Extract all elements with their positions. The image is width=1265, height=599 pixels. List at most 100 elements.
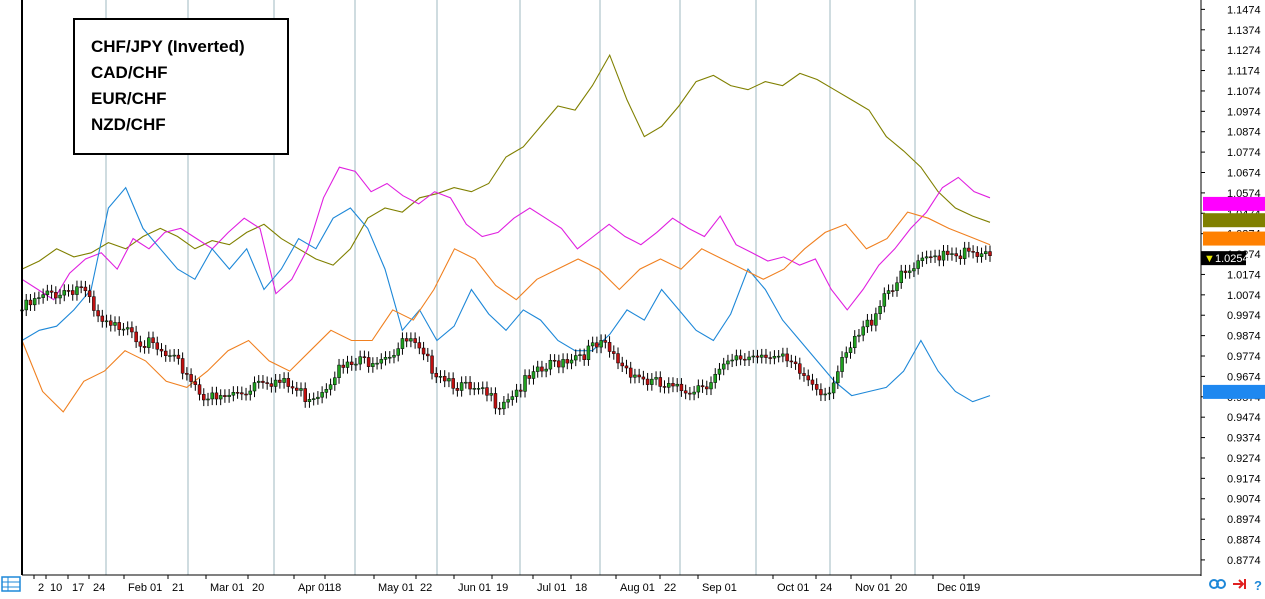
link-icon[interactable] — [1209, 579, 1226, 589]
candle-body-2 — [28, 299, 33, 306]
candle-body-138 — [603, 340, 608, 343]
candle-body-177 — [768, 357, 772, 359]
candle-body-181 — [785, 353, 789, 362]
candle-body-37 — [176, 354, 181, 359]
x-tick-label-8: Apr 01 — [298, 582, 330, 594]
candle-body-44 — [206, 398, 210, 401]
candle-body-63 — [286, 378, 291, 387]
tag-chf-jpy — [1203, 213, 1265, 228]
candle-body-48 — [223, 395, 227, 397]
candle-body-28 — [138, 341, 143, 347]
candle-body-195 — [844, 352, 849, 358]
x-tick-label-20: 24 — [820, 582, 832, 594]
candle-body-220 — [950, 253, 954, 255]
x-tick-label-6: Mar 01 — [210, 582, 244, 594]
candle-body-23 — [117, 322, 121, 330]
candle-body-126 — [552, 359, 557, 362]
candle-body-202 — [874, 313, 878, 326]
price-candles — [20, 241, 992, 415]
candle-body-78 — [349, 361, 354, 365]
candle-body-168 — [730, 359, 734, 362]
table-icon[interactable] — [1, 576, 21, 592]
candle-body-174 — [755, 355, 760, 358]
candle-body-179 — [776, 355, 781, 358]
candle-body-150 — [654, 377, 658, 380]
x-tick-label-19: Oct 01 — [777, 582, 809, 594]
candle-body-69 — [311, 398, 316, 400]
candle-body-188 — [814, 384, 819, 390]
y-tick-label-14: 1.0074 — [1227, 290, 1261, 302]
candle-body-136 — [595, 342, 599, 348]
candle-body-229 — [988, 251, 992, 256]
legend-entry-1: CAD/CHF — [91, 63, 168, 82]
candle-body-93 — [413, 338, 417, 343]
candle-body-112 — [493, 393, 498, 409]
candle-body-26 — [130, 327, 134, 333]
candle-body-111 — [489, 393, 493, 396]
candle-body-9 — [58, 294, 62, 299]
x-tick-label-3: 24 — [93, 582, 105, 594]
candle-body-137 — [599, 340, 603, 348]
candle-body-20 — [104, 320, 109, 323]
candle-body-65 — [295, 387, 299, 391]
candle-body-62 — [282, 378, 286, 383]
candle-body-60 — [273, 379, 278, 387]
candle-body-224 — [967, 247, 971, 252]
candle-body-96 — [426, 353, 430, 357]
candle-body-100 — [442, 376, 447, 382]
legend-entry-2: EUR/CHF — [91, 89, 167, 108]
candle-body-46 — [214, 392, 219, 400]
candle-body-196 — [848, 347, 853, 353]
candle-body-128 — [561, 359, 565, 368]
candle-body-170 — [738, 355, 743, 360]
candle-body-91 — [404, 338, 409, 342]
y-tick-label-27: 0.8774 — [1227, 555, 1261, 567]
candle-body-178 — [772, 356, 777, 359]
candle-body-185 — [802, 373, 806, 376]
y-tick-label-9: 1.0574 — [1227, 188, 1261, 200]
candle-body-61 — [278, 379, 282, 383]
candle-body-151 — [658, 377, 663, 387]
candle-body-15 — [83, 286, 88, 292]
candle-body-21 — [109, 320, 113, 326]
candle-body-81 — [362, 356, 367, 358]
candle-body-141 — [616, 353, 620, 364]
candle-body-31 — [151, 337, 155, 344]
candle-body-131 — [573, 355, 578, 361]
candle-body-14 — [79, 286, 83, 289]
tag-eur-chf — [1203, 384, 1265, 399]
help-icon[interactable]: ? — [1254, 578, 1262, 593]
candle-body-167 — [726, 360, 730, 365]
candle-body-120 — [527, 375, 531, 379]
x-tick-label-14: Jul 01 — [537, 582, 566, 594]
tag-cad-chf — [1203, 196, 1265, 211]
y-tick-label-3: 1.1174 — [1227, 66, 1260, 78]
candle-body-3 — [32, 298, 37, 306]
candle-body-204 — [882, 293, 887, 307]
y-tick-label-0: 1.1474 — [1227, 4, 1261, 16]
candle-body-16 — [87, 290, 92, 297]
x-tick-label-21: Nov 01 — [855, 582, 890, 594]
candle-body-124 — [544, 368, 548, 372]
y-tick-label-26: 0.8874 — [1227, 535, 1261, 547]
arrow-icon[interactable] — [1233, 579, 1246, 589]
candle-body-123 — [540, 366, 544, 372]
candle-body-219 — [945, 250, 950, 255]
candle-body-8 — [54, 292, 58, 299]
candle-body-197 — [852, 335, 857, 348]
candle-body-152 — [662, 386, 667, 388]
y-tick-label-15: 0.9974 — [1227, 310, 1261, 322]
series-line-3 — [21, 211, 991, 413]
y-tick-label-1: 1.1374 — [1227, 25, 1261, 37]
candle-body-71 — [320, 392, 324, 398]
candle-body-223 — [962, 247, 967, 259]
candle-body-77 — [345, 361, 350, 368]
candle-body-143 — [624, 365, 629, 369]
legend-entry-3: NZD/CHF — [91, 115, 166, 134]
candle-body-194 — [840, 357, 844, 372]
candle-body-209 — [903, 270, 908, 273]
candle-body-89 — [396, 348, 400, 356]
x-tick-label-12: Jun 01 — [458, 582, 491, 594]
candle-body-183 — [793, 361, 798, 365]
candle-body-227 — [979, 253, 984, 257]
